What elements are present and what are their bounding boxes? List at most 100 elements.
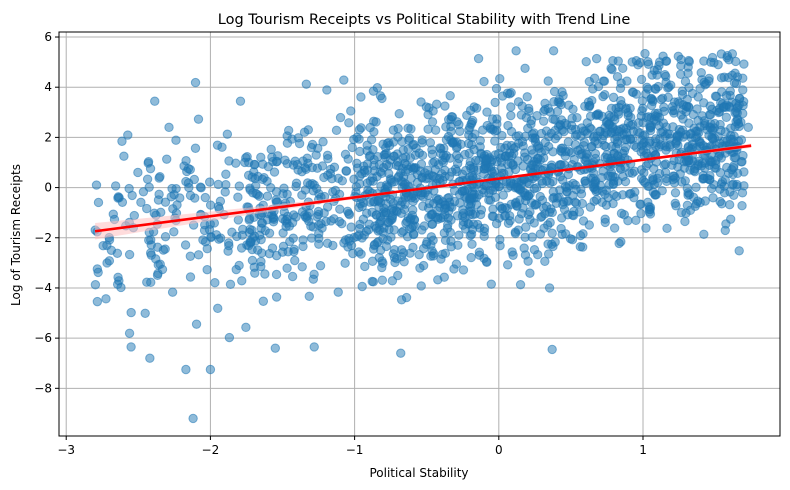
scatter-point [262, 191, 273, 201]
scatter-point [404, 135, 414, 146]
scatter-point [244, 213, 255, 224]
scatter-point [123, 130, 133, 140]
scatter-point [406, 223, 417, 233]
scatter-point [636, 74, 647, 85]
scatter-point [185, 190, 196, 201]
scatter-point [356, 249, 366, 259]
scatter-point [514, 214, 524, 224]
scatter-point [264, 228, 275, 238]
scatter-point [620, 142, 631, 153]
scatter-point [716, 73, 727, 83]
scatter-point [356, 92, 366, 102]
scatter-point [126, 342, 136, 352]
scatter-point [641, 223, 651, 233]
scatter-point [313, 206, 324, 217]
scatter-point [387, 276, 398, 286]
scatter-point [160, 231, 171, 242]
scatter-point [430, 125, 441, 135]
scatter-point [618, 190, 628, 200]
scatter-point [654, 112, 665, 123]
scatter-point [481, 155, 492, 166]
scatter-point [339, 75, 349, 85]
points-layer [90, 46, 753, 424]
scatter-point [445, 91, 455, 101]
scatter-point [467, 239, 477, 249]
scatter-point [247, 255, 258, 266]
scatter-point [466, 252, 476, 263]
scatter-point [190, 143, 201, 153]
scatter-point [386, 232, 396, 242]
scatter-point [580, 176, 591, 186]
scatter-point [636, 165, 647, 175]
scatter-point [525, 268, 535, 278]
scatter-point [346, 222, 356, 232]
scatter-point [730, 152, 741, 163]
scatter-point [428, 158, 438, 168]
scatter-point [335, 204, 345, 214]
scatter-point [291, 178, 302, 188]
scatter-point [106, 245, 117, 255]
scatter-point [590, 149, 601, 159]
scatter-point [611, 103, 621, 114]
scatter-point [514, 131, 524, 141]
scatter-point [311, 183, 322, 194]
scatter-point [615, 83, 626, 94]
y-tick-label: −8 [34, 381, 52, 395]
scatter-point [563, 137, 574, 147]
scatter-point [181, 364, 191, 375]
scatter-point [640, 177, 650, 188]
scatter-point [387, 214, 397, 225]
scatter-point [244, 227, 255, 238]
scatter-point [676, 207, 687, 218]
scatter-point [445, 227, 455, 238]
scatter-point [390, 257, 400, 268]
scatter-point [385, 174, 396, 184]
scatter-point [185, 272, 196, 282]
scatter-point [676, 110, 686, 120]
scatter-point [205, 200, 216, 210]
scatter-point [556, 115, 567, 125]
scatter-point [581, 56, 591, 67]
scatter-point [160, 197, 171, 207]
scatter-point [466, 229, 477, 240]
scatter-point [569, 154, 579, 165]
scatter-point [270, 343, 280, 353]
scatter-point [368, 86, 379, 96]
scatter-point [169, 190, 179, 200]
scatter-point [301, 79, 312, 89]
scatter-point [600, 214, 610, 224]
scatter-point [222, 129, 233, 139]
scatter-point [184, 182, 194, 193]
scatter-point [377, 275, 388, 285]
scatter-point [634, 128, 645, 138]
scatter-point [676, 127, 686, 137]
scatter-point [584, 102, 594, 112]
scatter-point [622, 76, 632, 86]
scatter-point [322, 85, 332, 95]
scatter-point [485, 122, 495, 133]
scatter-point [685, 205, 696, 216]
scatter-point [451, 259, 462, 269]
scatter-point [536, 147, 547, 158]
scatter-point [271, 187, 282, 197]
scatter-point [271, 269, 282, 280]
scatter-point [169, 227, 179, 237]
scatter-point [352, 163, 363, 173]
scatter-point [438, 150, 449, 160]
scatter-point [618, 63, 628, 74]
y-tick-label: −4 [34, 281, 52, 295]
scatter-point [415, 166, 425, 176]
scatter-point [520, 63, 530, 74]
x-tick-label: −3 [57, 443, 75, 457]
scatter-point [145, 353, 155, 363]
scatter-point [739, 59, 749, 69]
scatter-point [680, 176, 690, 186]
scatter-point [548, 186, 559, 197]
scatter-point [676, 54, 686, 65]
scatter-point [684, 118, 694, 128]
scatter-point [287, 271, 298, 282]
scatter-point [406, 124, 416, 134]
scatter-point [559, 204, 570, 215]
scatter-point [247, 172, 257, 182]
